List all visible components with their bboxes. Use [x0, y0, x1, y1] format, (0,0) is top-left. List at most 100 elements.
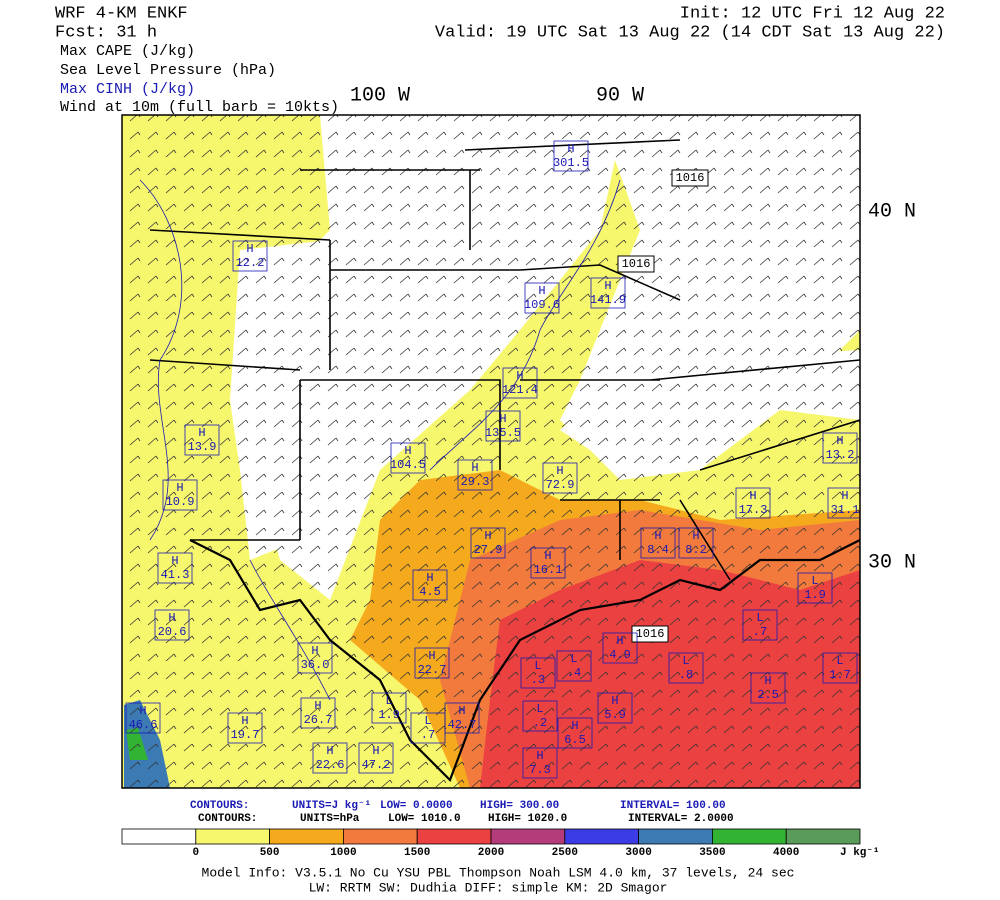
center-box: [157, 552, 193, 584]
map: 101610161016H301.5H109.6H141.9H121.4H135…: [122, 115, 860, 788]
pressure-center: H27.9: [470, 527, 506, 559]
pressure-center: H10.9: [162, 479, 198, 511]
center-value: 29.3: [461, 475, 490, 489]
center-kind: L: [534, 659, 541, 673]
center-value: 1.9: [804, 588, 826, 602]
colorbar-swatch: [564, 828, 639, 845]
center-kind: H: [654, 529, 661, 543]
center-kind: H: [139, 704, 146, 718]
lat-label: 30 N: [868, 551, 916, 574]
pressure-center: H4.5: [412, 569, 448, 601]
center-value: 19.7: [231, 728, 260, 742]
colorbar-swatch: [195, 828, 271, 845]
center-value: 17.3: [739, 503, 768, 517]
center-kind: L: [811, 574, 818, 588]
center-box: [553, 140, 589, 172]
center-box: [735, 487, 771, 519]
center-kind: H: [168, 611, 175, 625]
center-box: [232, 240, 268, 272]
center-value: 46.6: [129, 718, 158, 732]
center-value: 1.9: [378, 708, 400, 722]
pressure-center: H2.5: [750, 672, 786, 704]
title: WRF 4-KM ENKF: [55, 4, 188, 23]
pressure-center: H41.3: [157, 552, 193, 584]
center-kind: H: [841, 489, 848, 503]
center-box: [822, 652, 858, 684]
pressure-center: H47.2: [358, 742, 394, 774]
center-box: [557, 717, 593, 749]
center-box: [530, 547, 566, 579]
center-box: [125, 702, 161, 734]
pressure-center: H4.9: [602, 632, 638, 664]
pressure-center: H7.3: [522, 747, 558, 779]
center-box: [590, 277, 626, 309]
center-value: 22.6: [316, 758, 345, 772]
center-box: [750, 672, 786, 704]
center-kind: H: [471, 461, 478, 475]
pressure-center: H8.4: [640, 527, 676, 559]
center-box: [522, 700, 558, 732]
pressure-center: L.8: [668, 652, 704, 684]
center-kind: H: [571, 719, 578, 733]
pressure-label: 1016: [636, 627, 665, 641]
center-kind: H: [567, 142, 574, 156]
center-value: 109.6: [524, 298, 560, 312]
center-box: [602, 632, 638, 664]
contour-high: HIGH= 300.00: [480, 800, 559, 812]
pressure-box: [617, 255, 655, 273]
center-box: [414, 647, 450, 679]
center-kind: H: [516, 369, 523, 383]
pressure-label: 1016: [622, 257, 651, 271]
center-kind: H: [458, 704, 465, 718]
center-value: 4.9: [609, 648, 631, 662]
center-value: 36.0: [301, 658, 330, 672]
center-box: [597, 692, 633, 724]
center-value: 42.7: [448, 718, 477, 732]
center-value: 26.7: [304, 713, 333, 727]
center-kind: H: [611, 694, 618, 708]
colorbar-tick-label: 2000: [478, 847, 504, 859]
center-kind: H: [314, 699, 321, 713]
center-kind: L: [836, 654, 843, 668]
colorbar-tick-label: 3000: [625, 847, 651, 859]
center-value: 13.2: [826, 448, 855, 462]
center-kind: H: [246, 242, 253, 256]
contour-interval: INTERVAL= 2.0000: [628, 813, 734, 825]
field: Wind at 10m (full barb = 10kts): [60, 99, 339, 116]
center-kind: H: [556, 464, 563, 478]
center-value: 22.7: [418, 663, 447, 677]
center-value: 8.4: [647, 543, 669, 557]
pressure-center: H36.0: [297, 642, 333, 674]
center-box: [556, 650, 592, 682]
pressure-center: H12.2: [232, 240, 268, 272]
center-box: [678, 527, 714, 559]
center-box: [390, 442, 426, 474]
center-value: 41.3: [161, 568, 190, 582]
center-box: [300, 697, 336, 729]
center-value: 135.5: [485, 426, 521, 440]
center-box: [184, 424, 220, 456]
center-value: 47.2: [362, 758, 391, 772]
colorbar-tick-label: 0: [192, 847, 199, 859]
center-box: [542, 462, 578, 494]
center-kind: L: [385, 694, 392, 708]
init: Init: 12 UTC Fri 12 Aug 22: [680, 4, 945, 23]
pressure-center: L.3: [520, 657, 556, 689]
center-box: [154, 609, 190, 641]
center-box: [827, 487, 860, 519]
center-value: 16.1: [534, 563, 563, 577]
pressure-center: H72.9: [542, 462, 578, 494]
pressure-center: L1.9: [371, 692, 407, 724]
center-kind: H: [176, 481, 183, 495]
center-kind: L: [424, 714, 431, 728]
pressure-center: H26.7: [300, 697, 336, 729]
colorbar-swatch: [712, 828, 787, 845]
pressure-center: H5.9: [597, 692, 633, 724]
colorbar-swatch: [638, 828, 713, 845]
contour-info: CONTOURS: UNITS=J kg⁻¹ LOW= 0.0000 HIGH= 30…: [190, 800, 734, 825]
center-kind: H: [372, 744, 379, 758]
center-box: [371, 692, 407, 724]
